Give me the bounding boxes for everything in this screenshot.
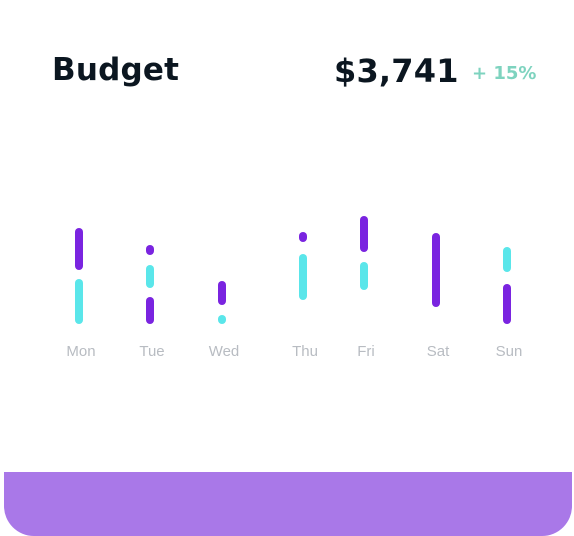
day-label-sun: Sun xyxy=(496,343,523,360)
weekly-budget-chart: Mon Tue Wed Thu Fri Sat Sun xyxy=(66,216,523,360)
chart-bar-segment-tue-1 xyxy=(146,265,154,288)
chart-bar-segment-thu-0 xyxy=(299,254,307,300)
budget-change: + 15% xyxy=(472,63,537,84)
budget-title: Budget xyxy=(52,52,180,88)
day-label-sat: Sat xyxy=(427,343,450,360)
day-label-tue: Tue xyxy=(139,343,164,360)
chart-bar-segment-tue-2 xyxy=(146,245,154,255)
footer-bar[interactable] xyxy=(4,472,572,536)
chart-bar-segment-sun-0 xyxy=(503,284,511,324)
budget-amount: $3,741 xyxy=(334,52,459,90)
chart-bar-segment-fri-0 xyxy=(360,262,368,290)
chart-bar-segment-sat-0 xyxy=(432,233,440,307)
day-label-wed: Wed xyxy=(209,343,240,360)
chart-bar-segment-sun-1 xyxy=(503,247,511,272)
chart-bar-segment-wed-1 xyxy=(218,281,226,305)
chart-bar-segment-tue-0 xyxy=(146,297,154,324)
day-label-mon: Mon xyxy=(66,343,95,360)
chart-bar-segment-wed-0 xyxy=(218,315,226,324)
chart-bar-segment-mon-1 xyxy=(75,228,83,270)
chart-bar-segment-fri-1 xyxy=(360,216,368,252)
day-label-fri: Fri xyxy=(357,343,375,360)
chart-bar-segment-mon-0 xyxy=(75,279,83,324)
chart-bar-segment-thu-1 xyxy=(299,232,307,242)
day-label-thu: Thu xyxy=(292,343,318,360)
